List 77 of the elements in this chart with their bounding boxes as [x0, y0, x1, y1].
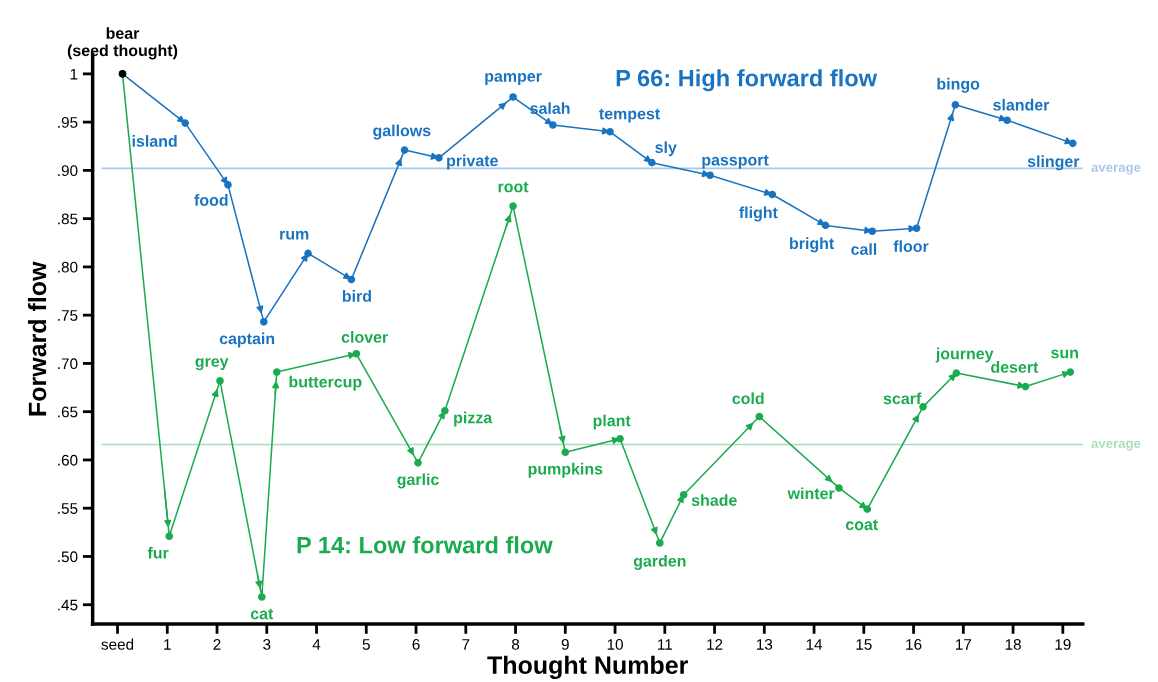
y-tick-label: .55 [58, 503, 78, 514]
data-label: cold [732, 392, 764, 405]
y-tick-label: .65 [58, 406, 78, 418]
x-tick-label: 17 [955, 639, 972, 650]
data-label: fur [147, 546, 169, 559]
x-tick-label: 8 [511, 639, 520, 650]
y-tick-label: .60 [58, 454, 78, 466]
data-label: shade [691, 494, 737, 506]
data-label: journey [935, 347, 994, 363]
data-label: slinger [1027, 155, 1080, 171]
x-tick-label: 5 [362, 639, 370, 650]
series-label: P 66: High forward flow [616, 69, 878, 92]
x-tick-label: 18 [1005, 639, 1021, 650]
data-label: slander [993, 98, 1050, 111]
data-label: sly [655, 141, 677, 157]
data-label: bird [342, 290, 371, 302]
data-label: garlic [397, 473, 439, 489]
data-label: pizza [454, 411, 493, 427]
x-tick-label: 3 [263, 639, 271, 650]
y-tick-label: .80 [58, 261, 78, 273]
x-tick-label: 1 [164, 639, 171, 650]
data-label: flight [739, 206, 778, 222]
data-label: bingo [937, 77, 980, 93]
data-label: gallows [373, 124, 431, 140]
data-label: island [132, 135, 177, 147]
data-label: cat [250, 608, 274, 620]
x-tick-label: 12 [707, 639, 723, 650]
data-label: call [851, 243, 877, 255]
data-label: bright [790, 237, 835, 253]
data-label: rum [280, 230, 309, 240]
y-axis-title: Forward flow [27, 261, 47, 416]
x-tick-label: 15 [856, 639, 872, 650]
data-label: pumpkins [528, 462, 603, 478]
x-tick-label: 14 [806, 639, 823, 650]
ref-line-label: average [1091, 164, 1141, 175]
data-label: tempest [599, 108, 660, 123]
data-label: scarf [883, 392, 922, 405]
data-label: sun [1051, 349, 1078, 359]
data-label: desert [991, 361, 1039, 373]
data-label: passport [702, 155, 769, 169]
y-tick-label: .50 [58, 551, 78, 563]
data-label: winter [787, 487, 835, 500]
y-tick-label: .45 [58, 599, 78, 611]
data-label: pamper [485, 73, 542, 86]
x-tick-label: 4 [312, 639, 321, 650]
ref-line-label: average [1091, 440, 1141, 451]
y-tick-label: .90 [58, 165, 78, 177]
data-label: clover [341, 331, 388, 343]
y-tick-label: 1 [70, 68, 78, 80]
x-axis-title: Thought Number [487, 655, 688, 680]
x-tick-label: 19 [1055, 639, 1071, 650]
data-label: captain [219, 332, 275, 348]
x-tick-label: 2 [213, 639, 221, 650]
data-label: buttercup [289, 375, 362, 391]
x-tick-label: 13 [756, 639, 773, 650]
x-tick-label: 6 [412, 639, 420, 650]
data-label: plant [593, 414, 631, 430]
x-tick-label: seed [101, 638, 134, 650]
y-tick-label: .75 [58, 310, 78, 321]
x-tick-label: 9 [561, 639, 569, 650]
series-label: P 14: Low forward flow [297, 536, 553, 554]
data-label: salah [530, 102, 570, 115]
data-label: private [447, 154, 498, 170]
data-label: bear (seed thought) [67, 27, 178, 60]
data-label: grey [195, 358, 229, 371]
data-label: food [194, 194, 228, 206]
x-tick-label: 11 [658, 639, 672, 650]
data-label: garden [633, 554, 686, 570]
y-tick-label: .95 [58, 116, 78, 128]
y-tick-label: .85 [58, 213, 78, 225]
data-label: root [498, 181, 529, 193]
x-tick-label: 7 [462, 639, 470, 650]
x-tick-label: 16 [906, 639, 922, 650]
data-label: coat [845, 519, 878, 531]
x-tick-label: 10 [607, 639, 623, 650]
y-tick-label: .70 [58, 358, 78, 370]
data-label: floor [893, 240, 929, 253]
